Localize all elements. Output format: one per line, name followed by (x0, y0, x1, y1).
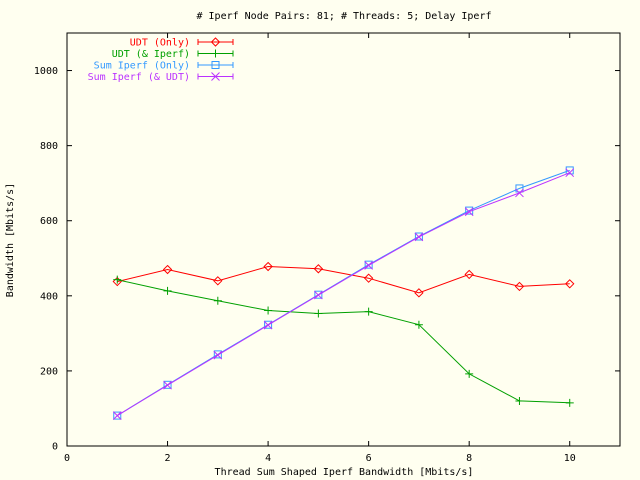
data-point (112, 411, 122, 420)
data-point (113, 275, 122, 284)
axes: 0 2 4 6 8 10 0 200 400 600 800 1000 (34, 33, 620, 464)
data-point (414, 288, 424, 298)
series-2 (113, 275, 574, 407)
legend-item: UDT (& Iperf) (112, 49, 234, 60)
legend-marker (211, 49, 220, 58)
y-tick-label: 800 (40, 141, 58, 152)
data-point (515, 188, 524, 198)
data-point (314, 290, 323, 299)
series-1 (112, 261, 575, 298)
legend-marker (211, 61, 220, 69)
data-point (414, 232, 424, 242)
legend-line-ends (197, 62, 234, 68)
legend-label: UDT (& Iperf) (112, 49, 190, 60)
x-tick-label: 8 (466, 453, 472, 464)
data-point (213, 350, 223, 360)
legend-label: Sum Iperf (& UDT) (88, 72, 190, 83)
series-line (117, 279, 570, 404)
data-point (514, 281, 525, 292)
legend-item: UDT (Only) (130, 37, 234, 49)
data-point (363, 273, 374, 283)
series-layer (112, 166, 575, 420)
data-point (213, 350, 222, 359)
chart-title: # Iperf Node Pairs: 81; # Threads: 5; De… (196, 11, 491, 22)
data-point (314, 309, 323, 318)
y-tick-label: 0 (52, 442, 58, 453)
data-point (263, 261, 273, 272)
data-point (464, 207, 474, 217)
data-point (113, 411, 122, 420)
data-point (414, 320, 423, 329)
legend-marker (210, 37, 221, 47)
data-point (314, 290, 323, 300)
series-4 (112, 168, 575, 420)
data-point (465, 369, 474, 378)
data-point (163, 286, 172, 295)
legend-item: Sum Iperf (Only) (94, 61, 234, 72)
legend-line-ends (197, 73, 234, 80)
plot-area-border (66, 32, 621, 447)
series-line (117, 169, 570, 417)
x-axis-label: Thread Sum Shaped Iperf Bandwidth [Mbits… (215, 467, 474, 478)
series-3 (113, 166, 574, 420)
data-point (263, 320, 273, 330)
x-tick-label: 4 (265, 453, 271, 464)
data-point (264, 306, 273, 315)
data-point (565, 398, 574, 407)
series-line (117, 265, 570, 294)
y-axis-label: Bandwidth [Mbits/s] (5, 183, 16, 297)
legend-item: Sum Iperf (& UDT) (88, 72, 234, 83)
data-point (364, 307, 373, 316)
data-point (213, 276, 223, 286)
data-point (515, 396, 524, 405)
data-point (364, 261, 373, 270)
y-tick-label: 600 (40, 216, 58, 227)
data-point (162, 264, 173, 275)
data-point (213, 296, 222, 305)
legend: UDT (Only)UDT (& Iperf)Sum Iperf (Only)S… (88, 37, 234, 83)
data-point (464, 269, 474, 280)
legend-marker (211, 72, 220, 81)
y-tick-label: 1000 (34, 66, 58, 77)
legend-label: Sum Iperf (Only) (94, 61, 190, 72)
legend-label: UDT (Only) (130, 38, 190, 49)
y-tick-label: 200 (40, 366, 58, 377)
data-point (565, 168, 575, 178)
x-tick-label: 2 (165, 453, 171, 464)
x-tick-label: 0 (64, 453, 70, 464)
data-point (313, 264, 324, 274)
legend-line-ends (197, 50, 234, 57)
legend-line-ends (197, 39, 234, 45)
x-tick-label: 10 (564, 453, 576, 464)
data-point (163, 380, 172, 389)
data-point (565, 166, 574, 175)
data-point (163, 380, 172, 390)
series-line (117, 172, 570, 417)
data-point (515, 184, 524, 193)
y-tick-label: 400 (40, 291, 58, 302)
data-point (414, 232, 423, 241)
data-point (264, 320, 273, 329)
data-point (364, 260, 373, 269)
data-point (565, 279, 575, 289)
x-tick-label: 6 (366, 453, 372, 464)
